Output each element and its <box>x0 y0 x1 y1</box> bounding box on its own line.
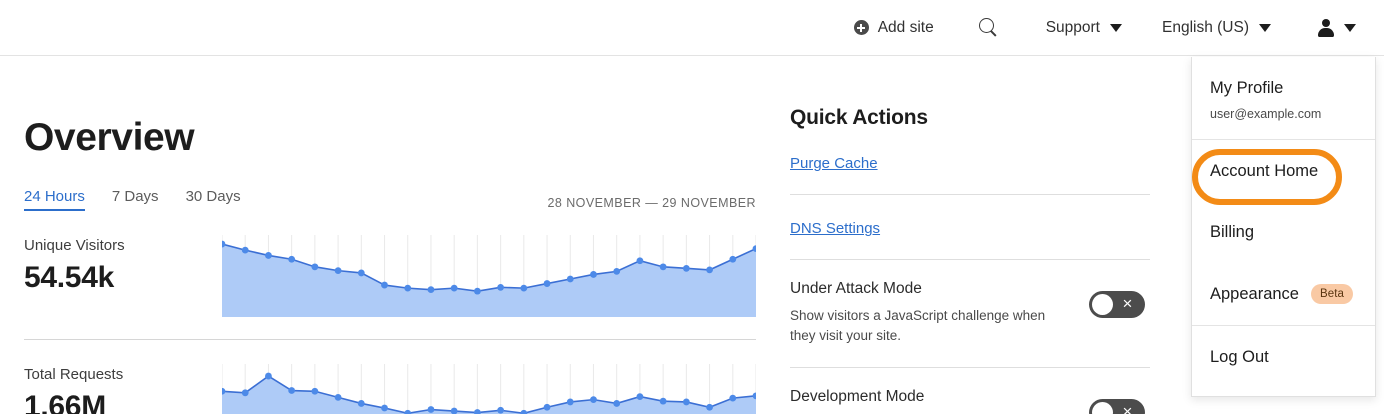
dns-settings-link[interactable]: DNS Settings <box>790 220 881 237</box>
section-divider <box>24 339 756 340</box>
menu-divider <box>1192 139 1375 140</box>
under-attack-mode-title: Under Attack Mode <box>790 280 922 297</box>
search-button[interactable] <box>978 0 998 56</box>
metric-value: 1.66M <box>24 390 106 414</box>
metric-unique-visitors: Unique Visitors 54.54k <box>24 235 756 333</box>
metric-total-requests: Total Requests 1.66M <box>24 364 756 414</box>
tab-7-days[interactable]: 7 Days <box>111 188 159 205</box>
chevron-down-icon <box>1110 23 1122 32</box>
metric-label: Unique Visitors <box>24 237 125 254</box>
menu-item-account-home[interactable]: Account Home <box>1192 140 1375 202</box>
account-menu-button[interactable] <box>1317 0 1356 56</box>
chevron-down-icon <box>1344 23 1356 32</box>
profile-name: My Profile <box>1210 79 1284 97</box>
quick-actions-divider <box>790 194 1150 195</box>
close-icon: × <box>1122 294 1133 313</box>
language-label: English (US) <box>1162 18 1249 36</box>
development-mode-title: Development Mode <box>790 388 925 406</box>
quick-actions-title: Quick Actions <box>790 106 928 129</box>
metric-label: Total Requests <box>24 366 124 383</box>
toggle-knob <box>1092 294 1113 315</box>
tab-30-days[interactable]: 30 Days <box>185 188 241 205</box>
menu-item-label: Billing <box>1210 223 1255 241</box>
beta-badge: Beta <box>1311 284 1354 304</box>
profile-email: user@example.com <box>1210 107 1322 121</box>
menu-item-my-profile[interactable]: My Profile user@example.com <box>1192 57 1375 139</box>
close-icon: × <box>1122 402 1133 414</box>
menu-item-appearance[interactable]: Appearance Beta <box>1192 263 1375 325</box>
menu-item-label: Appearance <box>1210 284 1299 303</box>
support-label: Support <box>1045 18 1100 36</box>
plus-circle-icon <box>853 20 869 35</box>
under-attack-mode-row: Under Attack Mode Show visitors a JavaSc… <box>790 260 1150 345</box>
quick-actions-divider <box>790 259 1150 260</box>
menu-divider <box>1192 325 1375 326</box>
support-menu[interactable]: Support <box>1046 0 1122 56</box>
timerange-tabs: 24 Hours 7 Days 30 Days 28 NOVEMBER — 29… <box>24 188 756 211</box>
under-attack-mode-toggle[interactable]: × <box>1089 291 1145 318</box>
development-mode-row: Development Mode Temporarily bypass our … <box>790 368 1150 414</box>
tab-24-hours[interactable]: 24 Hours <box>24 188 85 211</box>
sparkline-chart-unique-visitors <box>222 235 756 317</box>
add-site-label: Add site <box>877 18 934 36</box>
overview-section: Overview 24 Hours 7 Days 30 Days 28 NOVE… <box>24 56 756 414</box>
search-icon <box>978 18 998 37</box>
menu-item-label: Account Home <box>1210 161 1319 180</box>
quick-actions-section: Quick Actions Purge Cache DNS Settings U… <box>790 56 1150 414</box>
sparkline-chart-total-requests <box>222 364 756 414</box>
quick-actions-divider <box>790 367 1150 369</box>
menu-item-billing[interactable]: Billing <box>1192 202 1375 263</box>
chevron-down-icon <box>1259 23 1271 32</box>
purge-cache-link[interactable]: Purge Cache <box>790 155 878 172</box>
person-icon <box>1317 18 1334 37</box>
under-attack-mode-description: Show visitors a JavaScript challenge whe… <box>790 308 1046 343</box>
top-header-bar: Add site Support English (US) <box>0 0 1384 56</box>
date-range-label: 28 NOVEMBER — 29 NOVEMBER <box>547 196 756 210</box>
menu-item-label: Log Out <box>1210 347 1269 366</box>
account-dropdown-menu: My Profile user@example.com Account Home… <box>1191 57 1376 397</box>
development-mode-toggle[interactable]: × <box>1089 399 1145 414</box>
metric-value: 54.54k <box>24 261 114 294</box>
page-title: Overview <box>24 116 195 159</box>
language-menu[interactable]: English (US) <box>1162 0 1271 56</box>
menu-item-log-out[interactable]: Log Out <box>1192 326 1375 388</box>
add-site-button[interactable]: Add site <box>853 0 934 56</box>
toggle-knob <box>1092 402 1113 414</box>
